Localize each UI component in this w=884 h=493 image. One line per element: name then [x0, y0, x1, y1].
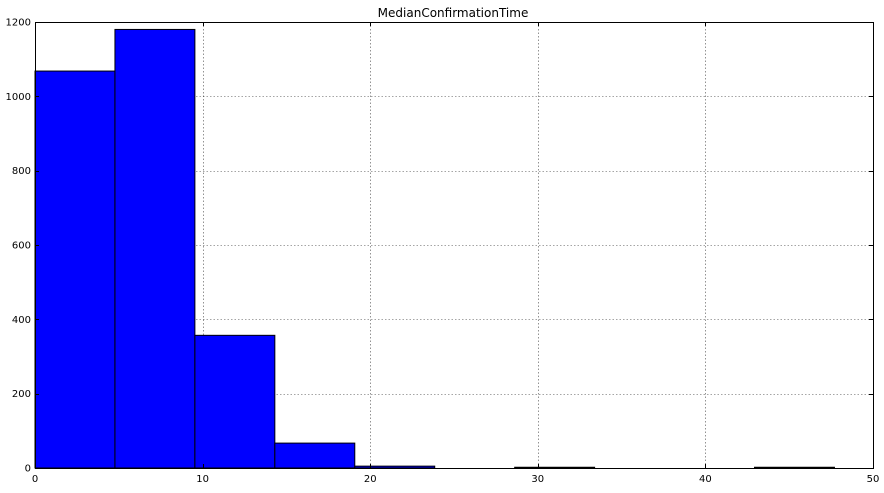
- x-tick-label: 0: [32, 474, 38, 485]
- y-tick-label: 200: [12, 389, 31, 400]
- histogram-bar: [34, 70, 116, 469]
- y-tick-labels: 0 200 400 600 800 1000 1200: [6, 18, 31, 475]
- x-tick-label: 20: [364, 474, 377, 485]
- x-tick-label: 40: [699, 474, 712, 485]
- ticks: [35, 22, 874, 469]
- histogram-bar: [514, 466, 596, 469]
- histogram-bar: [754, 466, 835, 469]
- chart-title: MedianConfirmationTime: [378, 6, 529, 20]
- x-tick-label: 50: [867, 474, 880, 485]
- x-tick-labels: 0 10 20 30 40 50: [32, 474, 880, 485]
- y-tick-label: 1200: [6, 18, 31, 29]
- histogram-bar: [194, 334, 276, 469]
- x-tick-label: 10: [196, 474, 209, 485]
- y-tick-label: 400: [12, 315, 31, 326]
- x-tick-label: 30: [531, 474, 544, 485]
- histogram-bar: [274, 442, 356, 469]
- histogram-bar: [354, 465, 436, 469]
- y-tick-label: 600: [12, 241, 31, 252]
- bars: [34, 28, 835, 469]
- y-tick-label: 800: [12, 166, 31, 177]
- y-tick-label: 1000: [6, 92, 31, 103]
- y-tick-label: 0: [25, 464, 31, 475]
- histogram-bar: [114, 28, 196, 469]
